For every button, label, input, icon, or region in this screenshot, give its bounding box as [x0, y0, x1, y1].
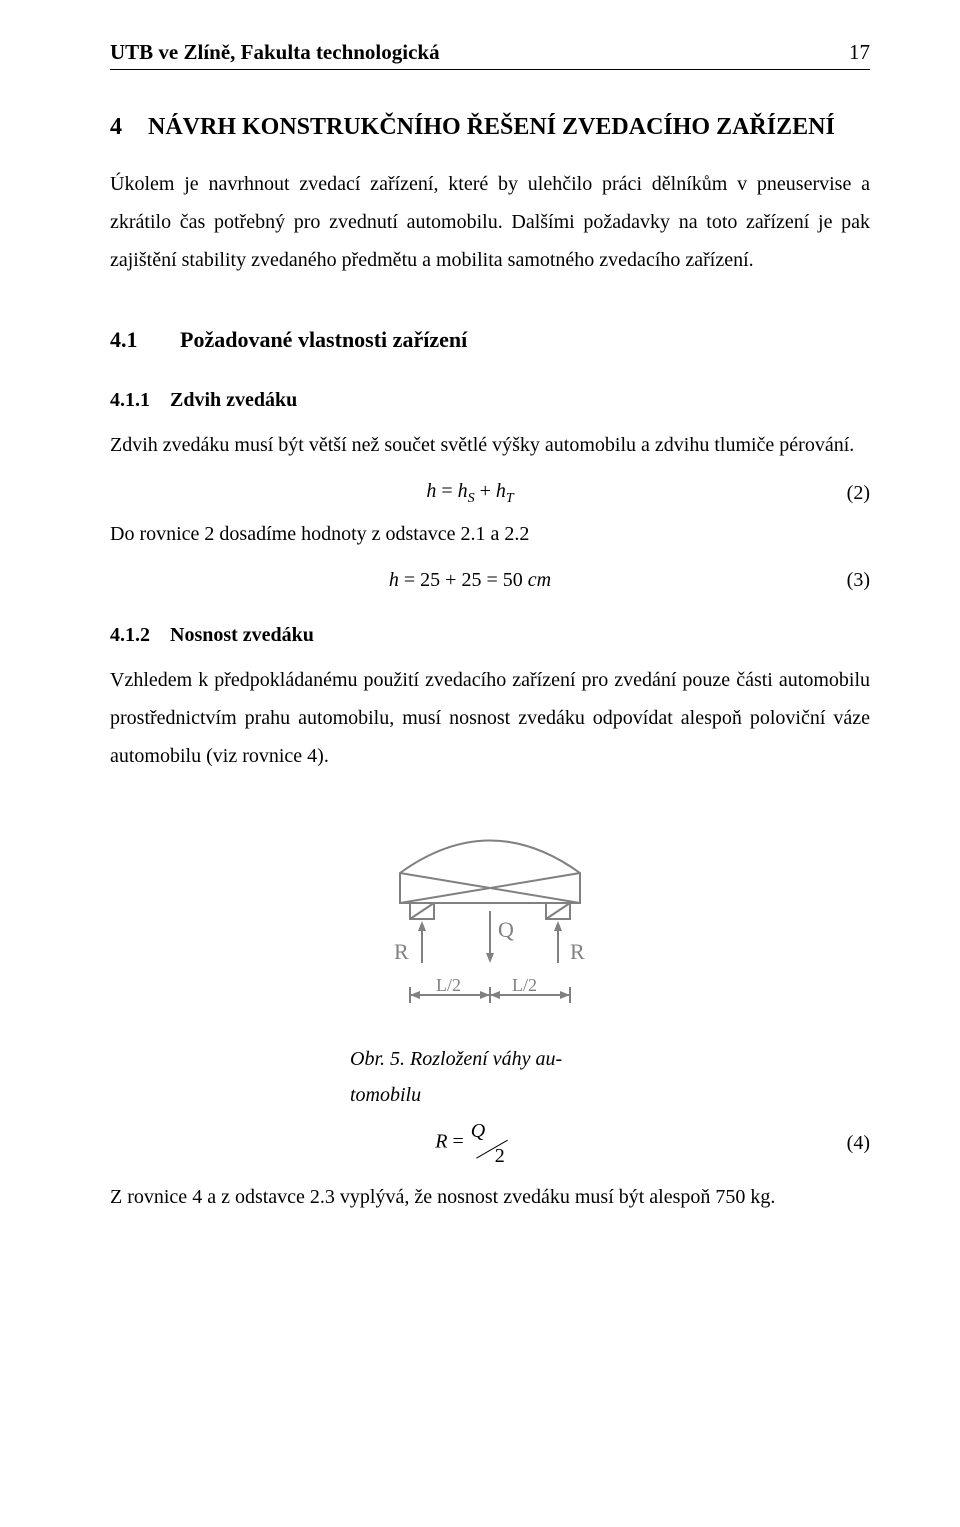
equation-2-number: (2) — [830, 482, 870, 505]
figure-L2-left: L/2 — [436, 975, 461, 995]
figure-caption-line2: tomobilu — [350, 1080, 421, 1110]
subsection-4-1-1-heading: 4.1.1 Zdvih zvedáku — [110, 389, 870, 412]
equation-3-body: h = 25 + 25 = 50 cm — [110, 569, 830, 592]
page: UTB ve Zlíně, Fakulta technologická 17 4… — [0, 0, 960, 1527]
subsection-number: 4.1.2 — [110, 624, 170, 647]
eq4-eq: = — [447, 1131, 468, 1153]
page-number: 17 — [849, 40, 870, 65]
subsection-title: Zdvih zvedáku — [170, 389, 297, 412]
equation-3-number: (3) — [830, 569, 870, 592]
equation-4: R = Q 2 (4) — [110, 1122, 870, 1164]
eq4-lhs: R — [435, 1131, 447, 1153]
section-title: Požadované vlastnosti zařízení — [180, 327, 467, 353]
paragraph-4-1-1: Zdvih zvedáku musí být větší než součet … — [110, 426, 870, 464]
page-header: UTB ve Zlíně, Fakulta technologická 17 — [110, 40, 870, 70]
header-left: UTB ve Zlíně, Fakulta technologická — [110, 40, 440, 65]
chapter-title: NÁVRH KONSTRUKČNÍHO ŘEŠENÍ ZVEDACÍHO ZAŘ… — [148, 114, 835, 141]
equation-2-lead: Do rovnice 2 dosadíme hodnoty z odstavce… — [110, 515, 870, 553]
eq3-unit: cm — [528, 569, 551, 591]
equation-2: h = hS + hT (2) — [110, 480, 870, 507]
figure-5: R R Q L/2 L/2 Obr. 5. Rozložení váhy au-… — [110, 803, 870, 1110]
figure-5-svg: R R Q L/2 L/2 — [340, 803, 640, 1033]
equation-4-body: R = Q 2 — [110, 1122, 830, 1164]
subsection-number: 4.1.1 — [110, 389, 170, 412]
eq4-fraction: Q 2 — [469, 1122, 505, 1164]
section-number: 4.1 — [110, 327, 180, 353]
figure-L2-right: L/2 — [512, 975, 537, 995]
paragraph-last: Z rovnice 4 a z odstavce 2.3 vyplývá, že… — [110, 1178, 870, 1216]
eq2-lhs: h — [426, 480, 436, 502]
eq2-rhs-a: h — [458, 480, 468, 502]
subsection-title: Nosnost zvedáku — [170, 624, 314, 647]
eq2-sub-b: T — [506, 491, 514, 506]
eq4-denominator: 2 — [495, 1145, 505, 1168]
section-4-1-heading: 4.1 Požadované vlastnosti zařízení — [110, 327, 870, 353]
subsection-4-1-2-heading: 4.1.2 Nosnost zvedáku — [110, 624, 870, 647]
intro-paragraph: Úkolem je navrhnout zvedací zařízení, kt… — [110, 165, 870, 279]
chapter-heading: 4 NÁVRH KONSTRUKČNÍHO ŘEŠENÍ ZVEDACÍHO Z… — [110, 114, 870, 141]
figure-R-right: R — [570, 939, 585, 964]
figure-R-left: R — [394, 939, 409, 964]
figure-Q: Q — [498, 917, 514, 942]
equation-2-body: h = hS + hT — [110, 480, 830, 507]
chapter-number: 4 — [110, 114, 148, 141]
equation-4-number: (4) — [830, 1132, 870, 1155]
paragraph-4-1-2: Vzhledem k předpokládanému použití zveda… — [110, 661, 870, 775]
eq2-sub-a: S — [468, 491, 475, 506]
eq2-rhs-b: h — [496, 480, 506, 502]
equation-3: h = 25 + 25 = 50 cm (3) — [110, 569, 870, 592]
figure-caption-line1: Obr. 5. Rozložení váhy au- — [350, 1044, 562, 1074]
